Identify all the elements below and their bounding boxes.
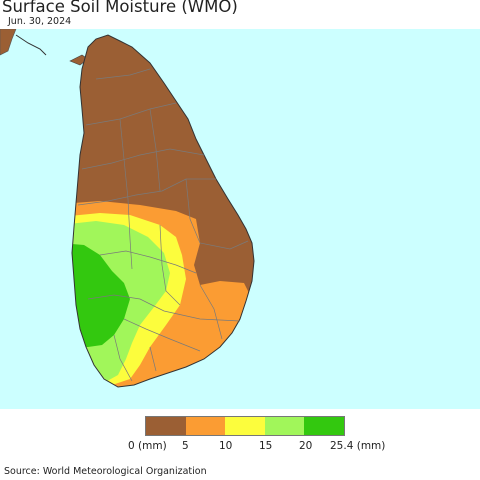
source-credit: Source: World Meteorological Organizatio…	[4, 466, 207, 477]
legend-swatch-20-25	[304, 417, 344, 435]
legend-swatch-5-10	[185, 417, 226, 435]
map-date: Jun. 30, 2024	[8, 16, 72, 27]
legend-label-5: 5	[182, 440, 189, 452]
legend-label-20: 20	[299, 440, 313, 452]
legend-swatch-10-15	[225, 417, 265, 435]
legend-label-0: 0 (mm)	[128, 440, 167, 452]
india-coast	[0, 29, 17, 56]
legend-color-bar	[145, 416, 345, 436]
legend-label-25: 25.4 (mm)	[330, 440, 386, 452]
legend-label-10: 10	[219, 440, 233, 452]
legend-swatch-15-20	[264, 417, 305, 435]
india-coast-line	[15, 34, 47, 56]
sri-lanka-outline	[71, 34, 255, 388]
district-borders	[77, 68, 249, 382]
legend-label-15: 15	[259, 440, 273, 452]
soil-moisture-map	[0, 29, 480, 409]
map-title: Surface Soil Moisture (WMO)	[2, 0, 238, 16]
legend-labels: 0 (mm) 5 10 15 20 25.4 (mm)	[0, 440, 480, 454]
legend-swatch-0-5	[146, 417, 186, 435]
